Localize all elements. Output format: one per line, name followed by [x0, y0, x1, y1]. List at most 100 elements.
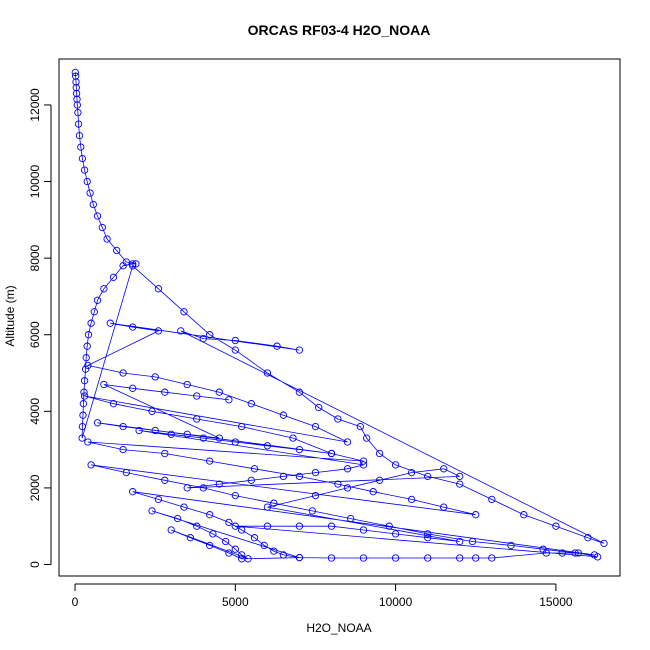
data-point [247, 476, 255, 484]
data-point [206, 511, 214, 519]
data-point [215, 480, 223, 488]
data-point [183, 380, 191, 389]
data-point [225, 549, 233, 557]
data-point [327, 449, 336, 458]
data-point [79, 411, 87, 419]
data-point [279, 551, 288, 559]
data-point [209, 530, 217, 538]
data-point [90, 308, 98, 316]
data-point [424, 554, 432, 562]
data-point [424, 530, 432, 538]
data-point [520, 511, 528, 519]
data-point [100, 285, 108, 293]
data-point [327, 554, 336, 562]
data-point [74, 108, 82, 117]
data-point [154, 327, 163, 335]
data-point [270, 499, 278, 507]
data-point [154, 285, 163, 293]
data-point [222, 537, 230, 546]
data-point [109, 400, 118, 408]
series-line [74, 72, 605, 560]
data-point [129, 323, 137, 331]
data-point [289, 434, 297, 442]
data-point [407, 495, 416, 504]
data-point [206, 331, 214, 339]
data-point [225, 518, 233, 527]
data-point [295, 553, 304, 562]
data-point [167, 526, 175, 534]
data-point [119, 422, 127, 431]
y-tick-label: 8000 [28, 244, 42, 271]
data-point [279, 411, 288, 419]
x-tick-label: 5000 [222, 595, 249, 609]
data-point [456, 472, 464, 481]
data-point [193, 392, 201, 400]
y-tick-label: 2000 [28, 474, 42, 501]
data-point [424, 534, 432, 542]
data-point [456, 480, 464, 488]
data-point [593, 553, 602, 561]
data-point [363, 434, 371, 442]
data-point [93, 419, 102, 427]
data-point [273, 342, 281, 350]
data-point [456, 537, 464, 546]
data-point [75, 131, 84, 140]
data-point [83, 342, 91, 350]
data-point [89, 200, 97, 209]
data-point [231, 545, 239, 553]
data-point [295, 472, 304, 481]
data-point [472, 554, 480, 562]
data-point [231, 522, 239, 530]
data-point [119, 369, 127, 377]
data-point [359, 461, 368, 469]
data-point [343, 465, 352, 473]
data-point [87, 461, 95, 469]
x-tick-label: 10000 [379, 595, 413, 609]
data-point [74, 120, 83, 128]
data-point [129, 488, 137, 496]
data-point [72, 72, 80, 80]
data-point [98, 223, 106, 232]
data-point [206, 457, 214, 465]
data-point [295, 346, 304, 354]
data-point [167, 430, 175, 438]
data-point [193, 415, 201, 423]
data-point [72, 78, 80, 86]
data-point [87, 319, 95, 327]
data-point [238, 555, 246, 563]
data-point [407, 468, 416, 477]
data-point [199, 484, 207, 492]
data-point [359, 457, 368, 465]
data-point [148, 407, 156, 415]
data-point [183, 430, 191, 438]
data-point [359, 526, 368, 534]
data-point [93, 212, 102, 220]
data-point [81, 365, 90, 373]
data-point [109, 273, 118, 281]
data-point [161, 388, 169, 396]
data-point [119, 445, 127, 454]
y-tick-label: 4000 [28, 398, 42, 425]
data-point [574, 549, 582, 557]
data-point [295, 522, 304, 530]
data-point [558, 549, 566, 557]
data-point [72, 89, 81, 98]
data-point [507, 541, 515, 550]
data-point [334, 415, 342, 423]
data-point [600, 539, 608, 548]
data-point [391, 530, 400, 538]
data-point [250, 465, 259, 473]
data-point [193, 522, 201, 530]
data-point [238, 422, 246, 431]
chart-title: ORCAS RF03-4 H2O_NOAA [248, 22, 431, 38]
data-point [468, 537, 477, 546]
data-point [93, 296, 102, 304]
data-point [279, 472, 288, 481]
data-point [83, 177, 91, 186]
data-point [231, 346, 239, 354]
data-point [311, 491, 320, 500]
data-point [359, 554, 368, 562]
data-point [231, 491, 239, 500]
y-tick-label: 12000 [28, 88, 42, 122]
data-point [327, 522, 336, 530]
